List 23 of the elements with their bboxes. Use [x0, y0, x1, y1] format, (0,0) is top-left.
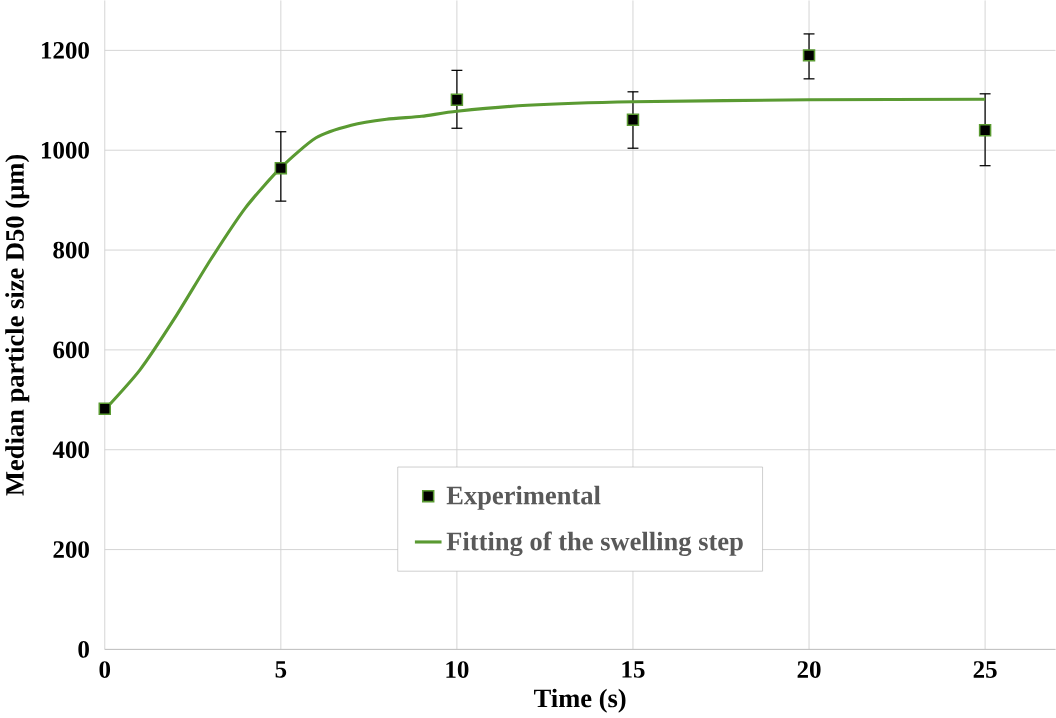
- point: [274, 161, 288, 175]
- x-tick-label: 25: [973, 661, 997, 678]
- legend-label: Experimental: [446, 485, 601, 510]
- x-tick-label: 5: [275, 661, 287, 678]
- point: [802, 49, 816, 62]
- y-tick-label: 600: [53, 341, 89, 359]
- x-tick-label: 0: [99, 661, 111, 679]
- x-tick-label: 20: [797, 661, 821, 679]
- y-axis-title: Median particle size D50 (µm): [5, 154, 30, 496]
- point: [450, 93, 464, 107]
- y-tick-label: 800: [53, 241, 89, 259]
- point: [98, 402, 112, 416]
- point: [626, 113, 640, 127]
- y-tick-label: 0: [78, 641, 89, 658]
- legend-label: Fitting of the swelling step: [446, 531, 743, 557]
- x-tick-label: 10: [446, 661, 469, 679]
- x-tick-label: 15: [622, 661, 645, 678]
- y-tick-label: 1000: [41, 141, 89, 159]
- x-axis-title: Time (s): [534, 688, 626, 713]
- y-tick-label: 400: [52, 441, 89, 459]
- y-tick-label: 200: [53, 541, 89, 558]
- y-tick-label: 1200: [41, 42, 89, 59]
- point: [978, 124, 992, 137]
